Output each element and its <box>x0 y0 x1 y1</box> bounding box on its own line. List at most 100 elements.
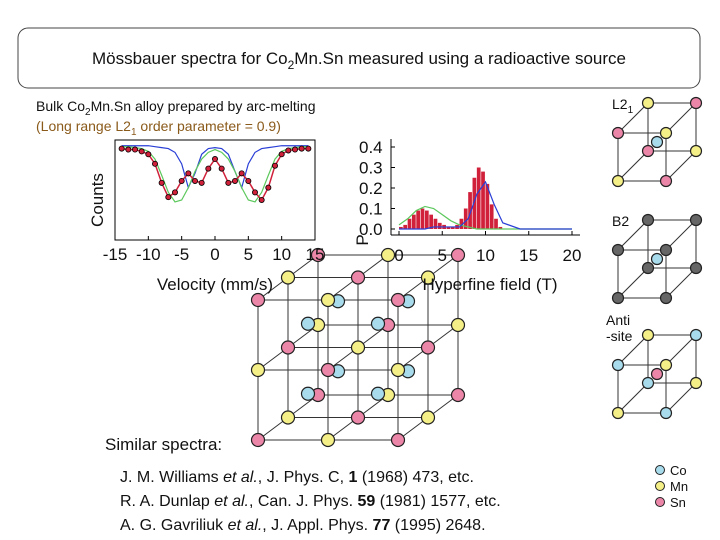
atom <box>650 252 664 266</box>
bar <box>459 218 464 229</box>
atom <box>450 247 466 263</box>
atom <box>300 386 316 401</box>
legend-label: Mn <box>670 479 688 494</box>
title-text: Mn.Sn measured using a radioactive sourc… <box>294 49 626 68</box>
lattice-line <box>665 102 697 134</box>
data-point <box>291 146 298 153</box>
bar <box>433 218 438 229</box>
y-tick-label: 0.3 <box>359 159 383 178</box>
bar <box>416 210 421 229</box>
title-sub: 2 <box>288 58 295 72</box>
title: Mössbauer spectra for Co2Mn.Sn measured … <box>92 49 626 72</box>
atom <box>420 340 436 355</box>
atom <box>420 270 436 285</box>
atom <box>689 96 703 110</box>
bar <box>472 177 477 229</box>
structure-label: L21 <box>612 96 634 116</box>
data-point <box>251 189 258 196</box>
atom <box>611 406 625 420</box>
reference-part: , J. Phys. C, <box>258 469 349 486</box>
x-tick-label: -15 <box>103 245 128 264</box>
reference-part: 77 <box>373 517 391 534</box>
atom <box>320 362 336 378</box>
x-tick-label: 0 <box>394 246 403 265</box>
atom <box>650 135 664 149</box>
lattice-line <box>665 267 697 299</box>
atom <box>659 174 673 188</box>
bar <box>437 222 442 229</box>
x-tick-label: 20 <box>563 246 582 265</box>
y-tick-label: 0.2 <box>359 179 383 198</box>
bar <box>411 214 416 229</box>
lattice-line <box>617 334 649 366</box>
atom <box>641 376 655 390</box>
atom <box>641 144 655 158</box>
legend-label: Co <box>670 463 687 478</box>
bar <box>420 208 425 229</box>
lattice-line <box>617 102 649 134</box>
x-axis-label: Velocity (mm/s) <box>157 275 273 294</box>
atom <box>250 292 266 308</box>
data-point <box>151 160 158 167</box>
reference-part: 59 <box>357 493 375 510</box>
bar <box>494 218 498 229</box>
reference-part: R. A. Dunlap <box>120 493 214 510</box>
atom <box>280 410 296 425</box>
legend-swatch <box>655 465 665 475</box>
curve <box>121 145 309 190</box>
atom <box>659 291 673 305</box>
atom <box>380 247 396 263</box>
lattice-line <box>665 382 697 414</box>
reference: A. G. Gavriliuk et al., J. Appl. Phys. 7… <box>120 517 486 534</box>
data-point <box>131 146 138 153</box>
y-tick-label: 0.0 <box>359 220 383 239</box>
bar <box>498 226 503 229</box>
data-point <box>145 151 152 158</box>
data-point <box>138 148 145 155</box>
data-point <box>285 147 292 154</box>
data-point <box>125 146 132 153</box>
x-tick-label: 15 <box>306 245 325 264</box>
data-point <box>118 145 125 152</box>
sample-line: (Long range L21 order parameter = 0.9) <box>36 118 281 138</box>
atom <box>659 243 673 257</box>
lattice-line <box>665 219 697 251</box>
data-point <box>171 189 178 196</box>
data-point <box>218 165 225 172</box>
x-tick-label: 10 <box>476 246 495 265</box>
atom <box>689 213 703 227</box>
text: (Long range L2 <box>36 118 131 134</box>
bar <box>424 210 429 229</box>
data-point <box>245 177 252 184</box>
bar <box>481 171 485 229</box>
atom <box>659 406 673 420</box>
reference-part: (1968) 473, etc. <box>357 469 474 486</box>
atom <box>370 316 386 331</box>
bar <box>450 226 455 229</box>
bar <box>407 218 412 229</box>
y-axis-label: Counts <box>88 173 107 227</box>
sub: 2 <box>85 107 91 118</box>
atom <box>250 432 266 448</box>
reference-part: (1981) 1577, etc. <box>375 493 500 510</box>
text: Bulk Co <box>36 98 85 114</box>
atom <box>450 387 466 403</box>
bar <box>489 204 494 229</box>
atom <box>659 358 673 372</box>
atom <box>250 362 266 378</box>
curve <box>121 146 309 203</box>
sample-line: Bulk Co2Mn.Sn alloy prepared by arc-melt… <box>36 98 315 118</box>
data-point <box>305 145 312 152</box>
data-point <box>185 170 192 177</box>
data-point <box>271 162 278 169</box>
x-tick-label: 10 <box>272 245 291 264</box>
data-point <box>165 194 172 201</box>
lattice-line <box>617 267 649 299</box>
text: Mn.Sn alloy prepared by arc-melting <box>91 98 316 114</box>
data-point <box>231 177 238 184</box>
y-tick-label: 0.4 <box>359 138 383 157</box>
sub: 1 <box>628 105 634 116</box>
x-tick-label: -5 <box>174 245 189 264</box>
reference-part: J. M. Williams <box>120 469 223 486</box>
